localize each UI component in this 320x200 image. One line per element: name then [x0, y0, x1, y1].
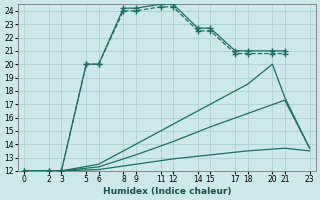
X-axis label: Humidex (Indice chaleur): Humidex (Indice chaleur) [103, 187, 231, 196]
